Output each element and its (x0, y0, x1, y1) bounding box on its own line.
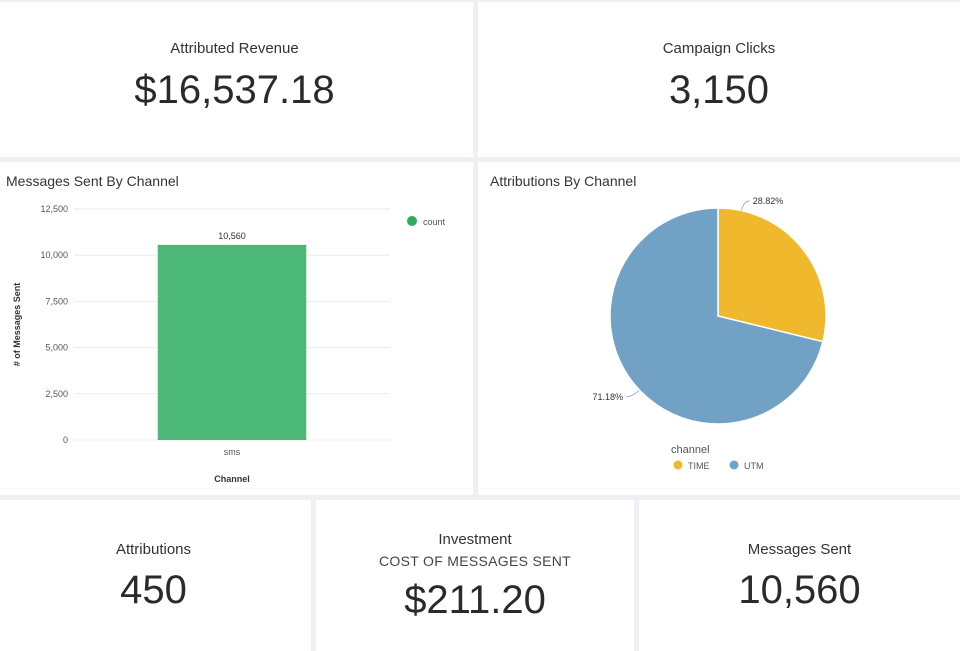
messages-sent-by-channel-card: Messages Sent By Channel 0 2,500 5,000 7,50… (0, 162, 473, 495)
messages-sent-label: Messages Sent (747, 541, 852, 558)
y-tick-label: 5,000 (45, 343, 68, 353)
attributed-revenue-card: Attributed Revenue $16,537.18 (0, 2, 473, 157)
y-tick-label: 0 (63, 435, 68, 445)
legend-utm-label: UTM (744, 461, 764, 471)
legend-utm-swatch (729, 460, 739, 470)
messages-sent-card: Messages Sent 10,560 (639, 500, 960, 651)
investment-value: $211.20 (404, 578, 546, 622)
messages-sent-value: 10,560 (738, 568, 861, 612)
legend-count-label: count (423, 217, 446, 227)
pie-slice-utm (609, 207, 824, 425)
campaign-clicks-card: Campaign Clicks 3,150 (478, 2, 960, 157)
y-tick-label: 10,000 (40, 250, 68, 260)
y-axis-title: # of Messages Sent (12, 283, 22, 367)
pie-slice-label: 71.18% (593, 392, 624, 402)
attributed-revenue-label: Attributed Revenue (170, 40, 299, 57)
legend-count-swatch (407, 216, 417, 226)
pie-legend-title: channel (671, 444, 710, 456)
attributions-value: 450 (120, 568, 187, 612)
campaign-clicks-value: 3,150 (668, 68, 770, 112)
bar-chart-title: Messages Sent By Channel (6, 173, 179, 189)
x-tick-label: sms (224, 447, 241, 457)
y-tick-label: 12,500 (40, 204, 68, 214)
bar-sms (157, 244, 307, 440)
attributions-by-channel-card: Attributions By Channel 28.82% 71.18% chan… (478, 162, 960, 495)
pie-slice-time (717, 207, 827, 343)
x-axis-title: Channel (214, 474, 250, 484)
bar-chart: 0 2,500 5,000 7,500 10,000 12,500 10,560 sms Cha… (12, 204, 446, 484)
y-tick-label: 7,500 (45, 296, 68, 306)
attributed-revenue-value: $16,537.18 (134, 68, 335, 112)
investment-sublabel: COST OF MESSAGES SENT (379, 553, 571, 569)
campaign-clicks-label: Campaign Clicks (662, 40, 776, 57)
pie-leader-line (741, 200, 750, 211)
legend-time-label: TIME (688, 461, 710, 471)
attributions-label: Attributions (115, 541, 192, 558)
attributions-card: Attributions 450 (0, 500, 311, 651)
legend-time-swatch (673, 460, 683, 470)
investment-label: Investment (438, 531, 512, 548)
pie-chart: 28.82% 71.18% channel TIME UTM (593, 196, 827, 471)
pie-leader-line (626, 389, 640, 398)
pie-slice-label: 28.82% (753, 196, 784, 206)
investment-card: Investment COST OF MESSAGES SENT $211.20 (316, 500, 634, 651)
bar-data-label: 10,560 (218, 231, 246, 241)
pie-chart-title: Attributions By Channel (490, 173, 637, 189)
y-tick-label: 2,500 (45, 389, 68, 399)
